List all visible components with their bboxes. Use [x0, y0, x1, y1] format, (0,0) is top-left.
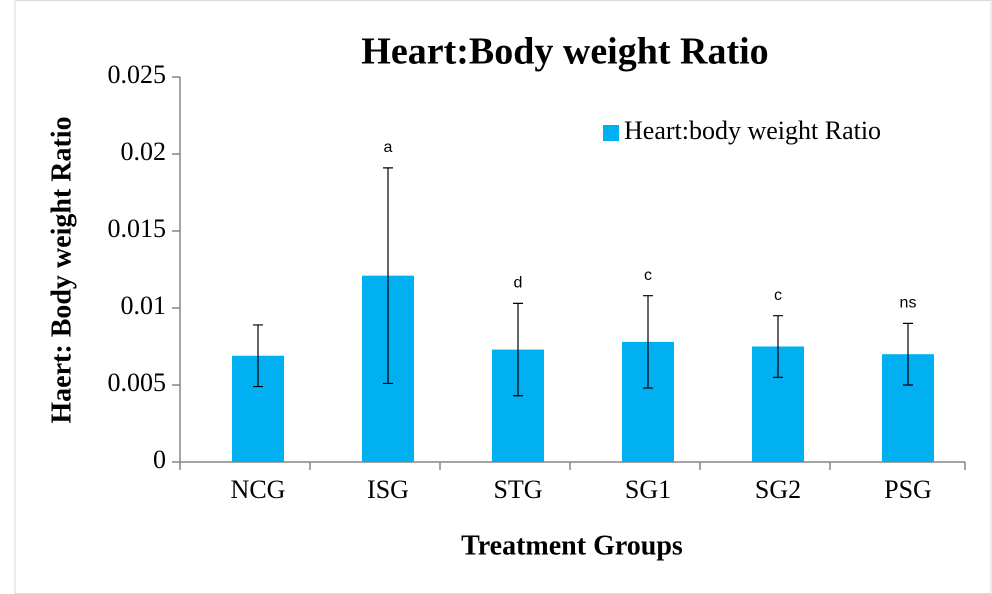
y-tick-label: 0.02	[121, 137, 167, 166]
x-tick-label: NCG	[231, 475, 286, 504]
x-axis-title: Treatment Groups	[461, 530, 683, 561]
significance-label: c	[644, 267, 652, 284]
x-tick-label: ISG	[367, 475, 409, 504]
y-tick-label: 0.005	[108, 368, 167, 397]
significance-label: c	[774, 287, 782, 304]
y-tick-label: 0	[153, 445, 166, 474]
legend-label: Heart:body weight Ratio	[624, 116, 881, 145]
error-bar	[903, 322, 913, 386]
error-bar	[383, 167, 393, 385]
x-tick-label: STG	[493, 475, 542, 504]
significance-label: ns	[900, 295, 917, 312]
y-tick-label: 0.01	[121, 291, 167, 320]
error-bar	[253, 324, 263, 388]
significance-label: d	[514, 275, 523, 292]
x-tick-label: SG1	[625, 475, 671, 504]
error-bar	[773, 315, 783, 378]
error-bar	[643, 295, 653, 389]
x-tick-label: SG2	[755, 475, 801, 504]
error-bar	[513, 302, 523, 397]
y-tick-label: 0.015	[108, 214, 167, 243]
y-axis-title: Haert: Body weight Ratio	[46, 116, 77, 423]
significance-label: a	[384, 139, 393, 156]
chart-title: Heart:Body weight Ratio	[361, 31, 768, 73]
y-tick-label: 0.025	[108, 60, 167, 89]
legend-swatch	[603, 125, 619, 141]
x-tick-label: PSG	[884, 475, 932, 504]
